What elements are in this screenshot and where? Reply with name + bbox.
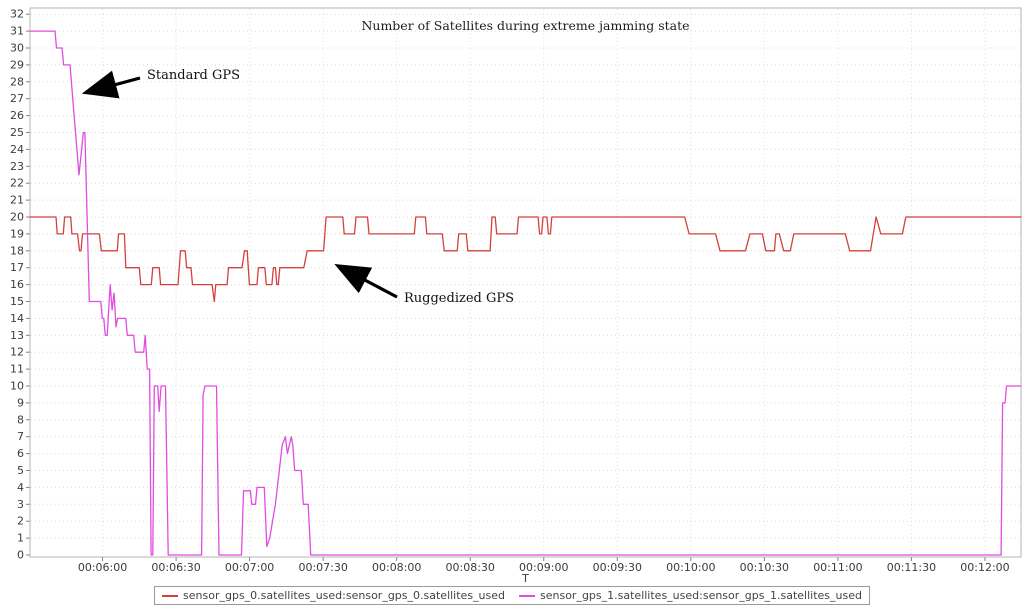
y-tick-label: 7 [17, 430, 24, 443]
y-tick-label: 1 [17, 532, 24, 545]
x-tick-label: 00:11:30 [887, 561, 936, 574]
y-tick-label: 26 [10, 109, 24, 122]
y-tick-label: 2 [17, 515, 24, 528]
x-tick-label: 00:12:00 [960, 561, 1009, 574]
y-tick-label: 15 [10, 295, 24, 308]
series-gps1-line [29, 30, 1022, 556]
y-tick-label: 13 [10, 329, 24, 342]
standard-gps-arrow [81, 70, 141, 99]
y-tick-label: 9 [17, 396, 24, 409]
y-tick-label: 22 [10, 177, 24, 190]
y-tick-label: 14 [10, 312, 24, 325]
y-tick-label: 19 [10, 227, 24, 240]
x-tick-label: 00:08:30 [446, 561, 495, 574]
legend-line-gps0-icon [162, 594, 179, 597]
annotation-ruggedized-gps: Ruggedized GPS [404, 291, 515, 306]
y-tick-label: 23 [10, 160, 24, 173]
legend-item-gps1[interactable]: sensor_gps_1.satellites_used:sensor_gps_… [519, 589, 862, 602]
x-tick-label: 00:06:00 [78, 561, 127, 574]
x-tick-label: 00:07:30 [298, 561, 347, 574]
chart-title: Number of Satellites during extreme jamm… [361, 18, 690, 33]
y-tick-label: 12 [10, 346, 24, 359]
y-tick-label: 6 [17, 447, 24, 460]
y-tick-label: 29 [10, 58, 24, 71]
legend-label-gps0: sensor_gps_0.satellites_used:sensor_gps_… [183, 589, 505, 602]
x-tick-label: 00:07:00 [225, 561, 274, 574]
series-gps0-line [29, 216, 1022, 303]
annotation-standard-gps: Standard GPS [147, 68, 241, 83]
legend-line-gps1-icon [519, 594, 535, 597]
y-tick-label: 4 [17, 481, 24, 494]
y-tick-label: 25 [10, 126, 24, 139]
y-tick-label: 27 [10, 92, 24, 105]
y-tick-label: 3 [17, 498, 24, 511]
y-tick-label: 18 [10, 244, 24, 257]
y-tick-label: 21 [10, 194, 24, 207]
x-tick-label: 00:06:30 [151, 561, 200, 574]
x-tick-label: 00:10:00 [666, 561, 715, 574]
y-tick-label: 5 [17, 464, 24, 477]
y-tick-label: 32 [10, 8, 24, 21]
y-tick-label: 8 [17, 413, 24, 426]
y-tick-label: 31 [10, 25, 24, 38]
ruggedized-gps-arrow [334, 264, 398, 299]
plot-border [29, 7, 1022, 558]
legend-label-gps1: sensor_gps_1.satellites_used:sensor_gps_… [540, 589, 862, 602]
y-tick-label: 0 [17, 549, 24, 562]
y-tick-label: 24 [10, 143, 24, 156]
legend-item-gps0[interactable]: sensor_gps_0.satellites_used:sensor_gps_… [162, 589, 505, 602]
y-tick-label: 20 [10, 211, 24, 224]
y-tick-label: 11 [10, 363, 24, 376]
x-tick-label: 00:09:30 [593, 561, 642, 574]
x-tick-label: 00:08:00 [372, 561, 421, 574]
x-tick-label: 00:10:30 [740, 561, 789, 574]
x-axis-title: T [522, 572, 529, 585]
x-tick-label: 00:09:00 [519, 561, 568, 574]
x-tick-label: 00:11:00 [813, 561, 862, 574]
y-tick-label: 16 [10, 278, 24, 291]
y-tick-label: 28 [10, 75, 24, 88]
legend: sensor_gps_0.satellites_used:sensor_gps_… [154, 586, 870, 605]
y-tick-label: 30 [10, 42, 24, 55]
y-tick-label: 17 [10, 261, 24, 274]
y-tick-label: 10 [10, 380, 24, 393]
